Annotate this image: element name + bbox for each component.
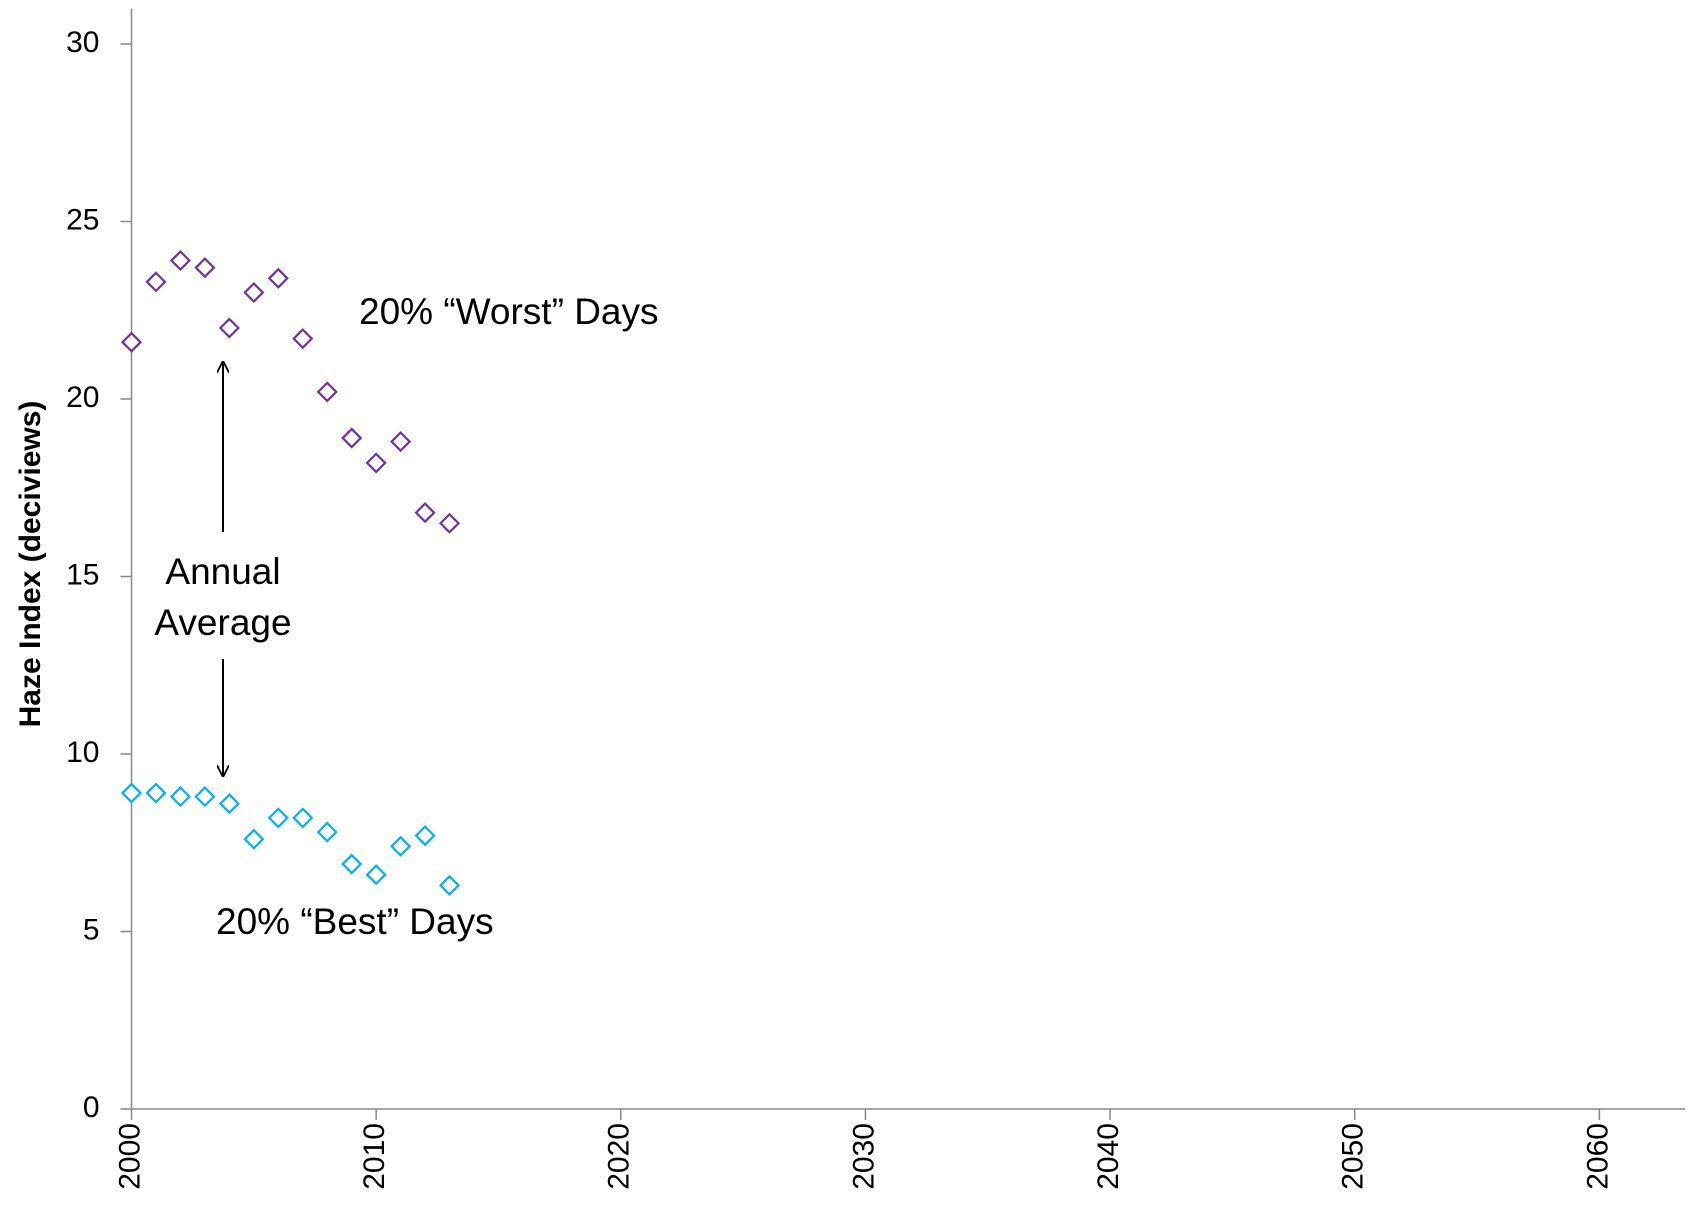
marker [365, 864, 387, 886]
y-tick-label: 5 [83, 913, 100, 946]
series-label: 20% “Best” Days [216, 901, 494, 942]
series-label: 20% “Worst” Days [359, 291, 659, 332]
y-tick-label: 30 [66, 26, 99, 59]
marker [390, 835, 412, 857]
x-tick-label: 2050 [1337, 1123, 1370, 1190]
x-tick-label: 2030 [847, 1123, 880, 1190]
annotation: Annual [165, 551, 280, 592]
marker [194, 786, 216, 808]
y-tick-label: 20 [66, 381, 99, 414]
marker [145, 271, 167, 293]
y-tick-label: 10 [66, 736, 99, 769]
y-axis-label: Haze Index (deciviews) [14, 401, 47, 728]
marker [414, 502, 436, 524]
x-tick-label: 2060 [1581, 1123, 1614, 1190]
x-tick-label: 2040 [1092, 1123, 1125, 1190]
marker [169, 249, 191, 272]
x-tick-label: 2010 [358, 1123, 391, 1190]
marker [316, 381, 338, 403]
marker [169, 786, 191, 808]
marker [267, 807, 289, 829]
marker [145, 782, 167, 804]
marker [341, 853, 363, 875]
y-tick-label: 0 [83, 1091, 100, 1124]
marker [120, 331, 143, 353]
marker [292, 328, 314, 350]
marker [243, 281, 265, 304]
marker [267, 267, 289, 289]
marker [438, 512, 461, 534]
marker [218, 317, 240, 339]
marker [292, 807, 314, 829]
marker [341, 427, 363, 449]
marker [243, 828, 265, 850]
marker [414, 825, 436, 847]
marker [390, 431, 412, 453]
marker [218, 793, 240, 815]
marker [365, 452, 387, 474]
marker [438, 874, 461, 896]
y-tick-label: 25 [66, 203, 99, 236]
x-tick-label: 2000 [113, 1123, 146, 1190]
y-tick-label: 15 [66, 558, 99, 591]
marker [120, 782, 143, 804]
x-tick-label: 2020 [603, 1123, 636, 1190]
annotation: Average [154, 602, 291, 643]
marker [194, 257, 216, 279]
marker [316, 821, 338, 843]
